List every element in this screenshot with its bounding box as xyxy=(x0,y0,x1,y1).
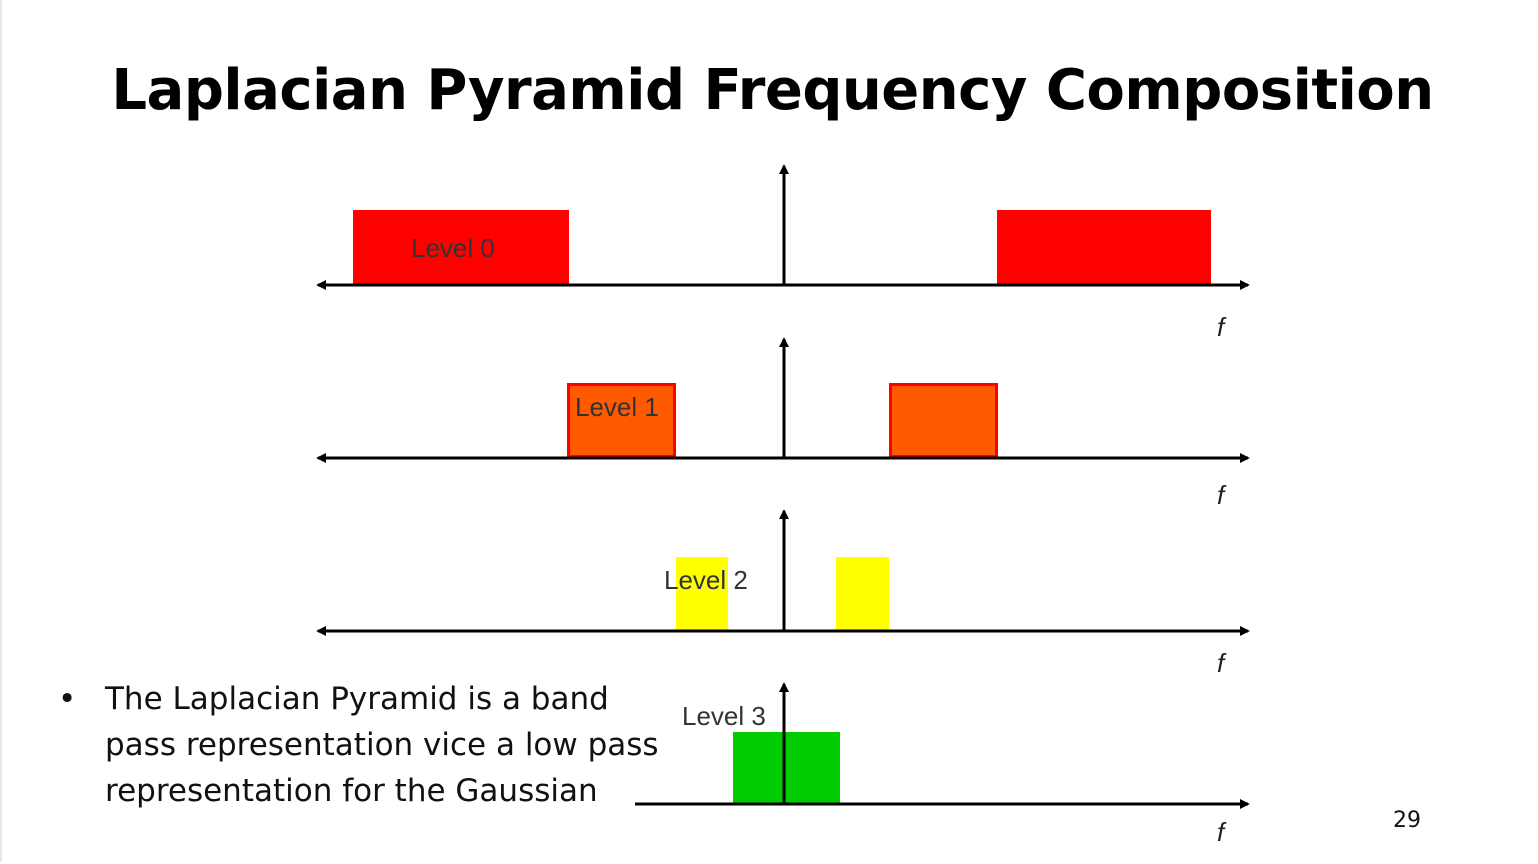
level-3-f-label: f xyxy=(1217,817,1227,847)
level-2-band-right xyxy=(836,557,889,630)
slide-title: Laplacian Pyramid Frequency Composition xyxy=(111,58,1434,123)
level-2-spectrum: Level 2 f xyxy=(316,509,1250,678)
level-0-band-left xyxy=(353,210,569,284)
level-0-spectrum: Level 0 f xyxy=(316,164,1250,342)
level-3-label: Level 3 xyxy=(682,701,766,731)
page-number: 29 xyxy=(1393,808,1421,833)
level-1-band-left xyxy=(567,383,676,458)
level-0-band-right xyxy=(997,210,1211,284)
level-1-label: Level 1 xyxy=(575,392,659,422)
level-3-spectrum: Level 3 f xyxy=(635,682,1250,847)
bullet-text: The Laplacian Pyramid is a band pass rep… xyxy=(105,681,659,809)
level-0-label: Level 0 xyxy=(411,233,495,263)
level-1-spectrum: Level 1 f xyxy=(316,337,1250,510)
level-1-band-right xyxy=(889,383,998,458)
level-3-band xyxy=(733,732,840,803)
level-0-f-label: f xyxy=(1217,312,1227,342)
bullet-marker: • xyxy=(58,681,77,717)
level-2-f-label: f xyxy=(1217,648,1227,678)
level-2-label: Level 2 xyxy=(664,565,748,595)
level-2-band-left xyxy=(676,557,728,630)
level-1-f-label: f xyxy=(1217,480,1227,510)
